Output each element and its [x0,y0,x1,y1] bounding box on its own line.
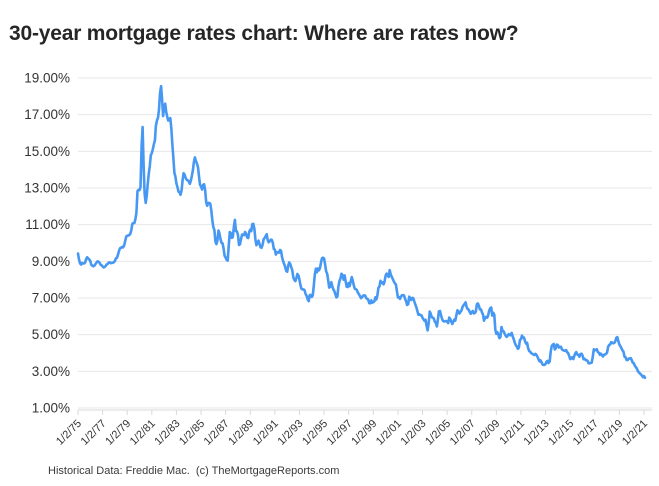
x-axis-tick-label: 1/2/83 [152,418,182,448]
x-axis-tick-label: 1/2/11 [498,418,528,448]
y-axis-tick-label: 11.00% [25,217,70,232]
x-axis-tick-label: 1/2/19 [595,418,625,448]
chart-title: 30-year mortgage rates chart: Where are … [9,22,519,46]
x-axis-tick-label: 1/2/81 [128,418,158,448]
x-axis-tick-label: 1/2/15 [546,418,576,448]
x-axis-tick-label: 1/2/95 [300,418,330,448]
y-axis-tick-label: 13.00% [24,181,70,196]
x-axis-tick-label: 1/2/75 [54,418,84,448]
y-axis-tick-label: 7.00% [32,291,70,306]
x-axis-tick-label: 1/2/79 [103,418,133,448]
x-axis-tick-label: 1/2/93 [275,418,305,448]
x-axis-tick-label: 1/2/21 [620,418,650,448]
x-axis-tick-label: 1/2/13 [522,418,552,448]
mortgage-rate-line [76,84,647,380]
x-axis-tick-label: 1/2/05 [423,418,453,448]
x-axis-tick-label: 1/2/85 [177,418,207,448]
y-axis-tick-label: 1.00% [32,401,70,416]
y-axis-tick-label: 5.00% [32,327,70,342]
x-axis-tick-label: 1/2/89 [226,418,256,448]
y-axis-tick-label: 19.00% [24,71,70,86]
x-axis-tick-label: 1/2/99 [349,418,379,448]
x-axis-tick-label: 1/2/03 [399,418,429,448]
x-axis-tick-label: 1/2/97 [325,418,355,448]
source-note: Historical Data: Freddie Mac. (c) TheMor… [48,465,340,477]
y-axis-tick-label: 15.00% [24,144,70,159]
x-axis-tick-label: 1/2/07 [448,418,478,448]
y-axis-tick-label: 17.00% [24,107,70,122]
x-axis-tick-label: 1/2/91 [251,418,281,448]
y-axis-tick-label: 9.00% [32,254,70,269]
x-axis-tick-label: 1/2/87 [202,418,232,448]
x-axis-tick-label: 1/2/09 [472,418,502,448]
x-axis-tick-label: 1/2/77 [79,418,109,448]
y-axis-tick-label: 3.00% [32,364,70,379]
x-axis-tick-label: 1/2/17 [571,418,601,448]
x-axis-tick-label: 1/2/01 [374,418,404,448]
